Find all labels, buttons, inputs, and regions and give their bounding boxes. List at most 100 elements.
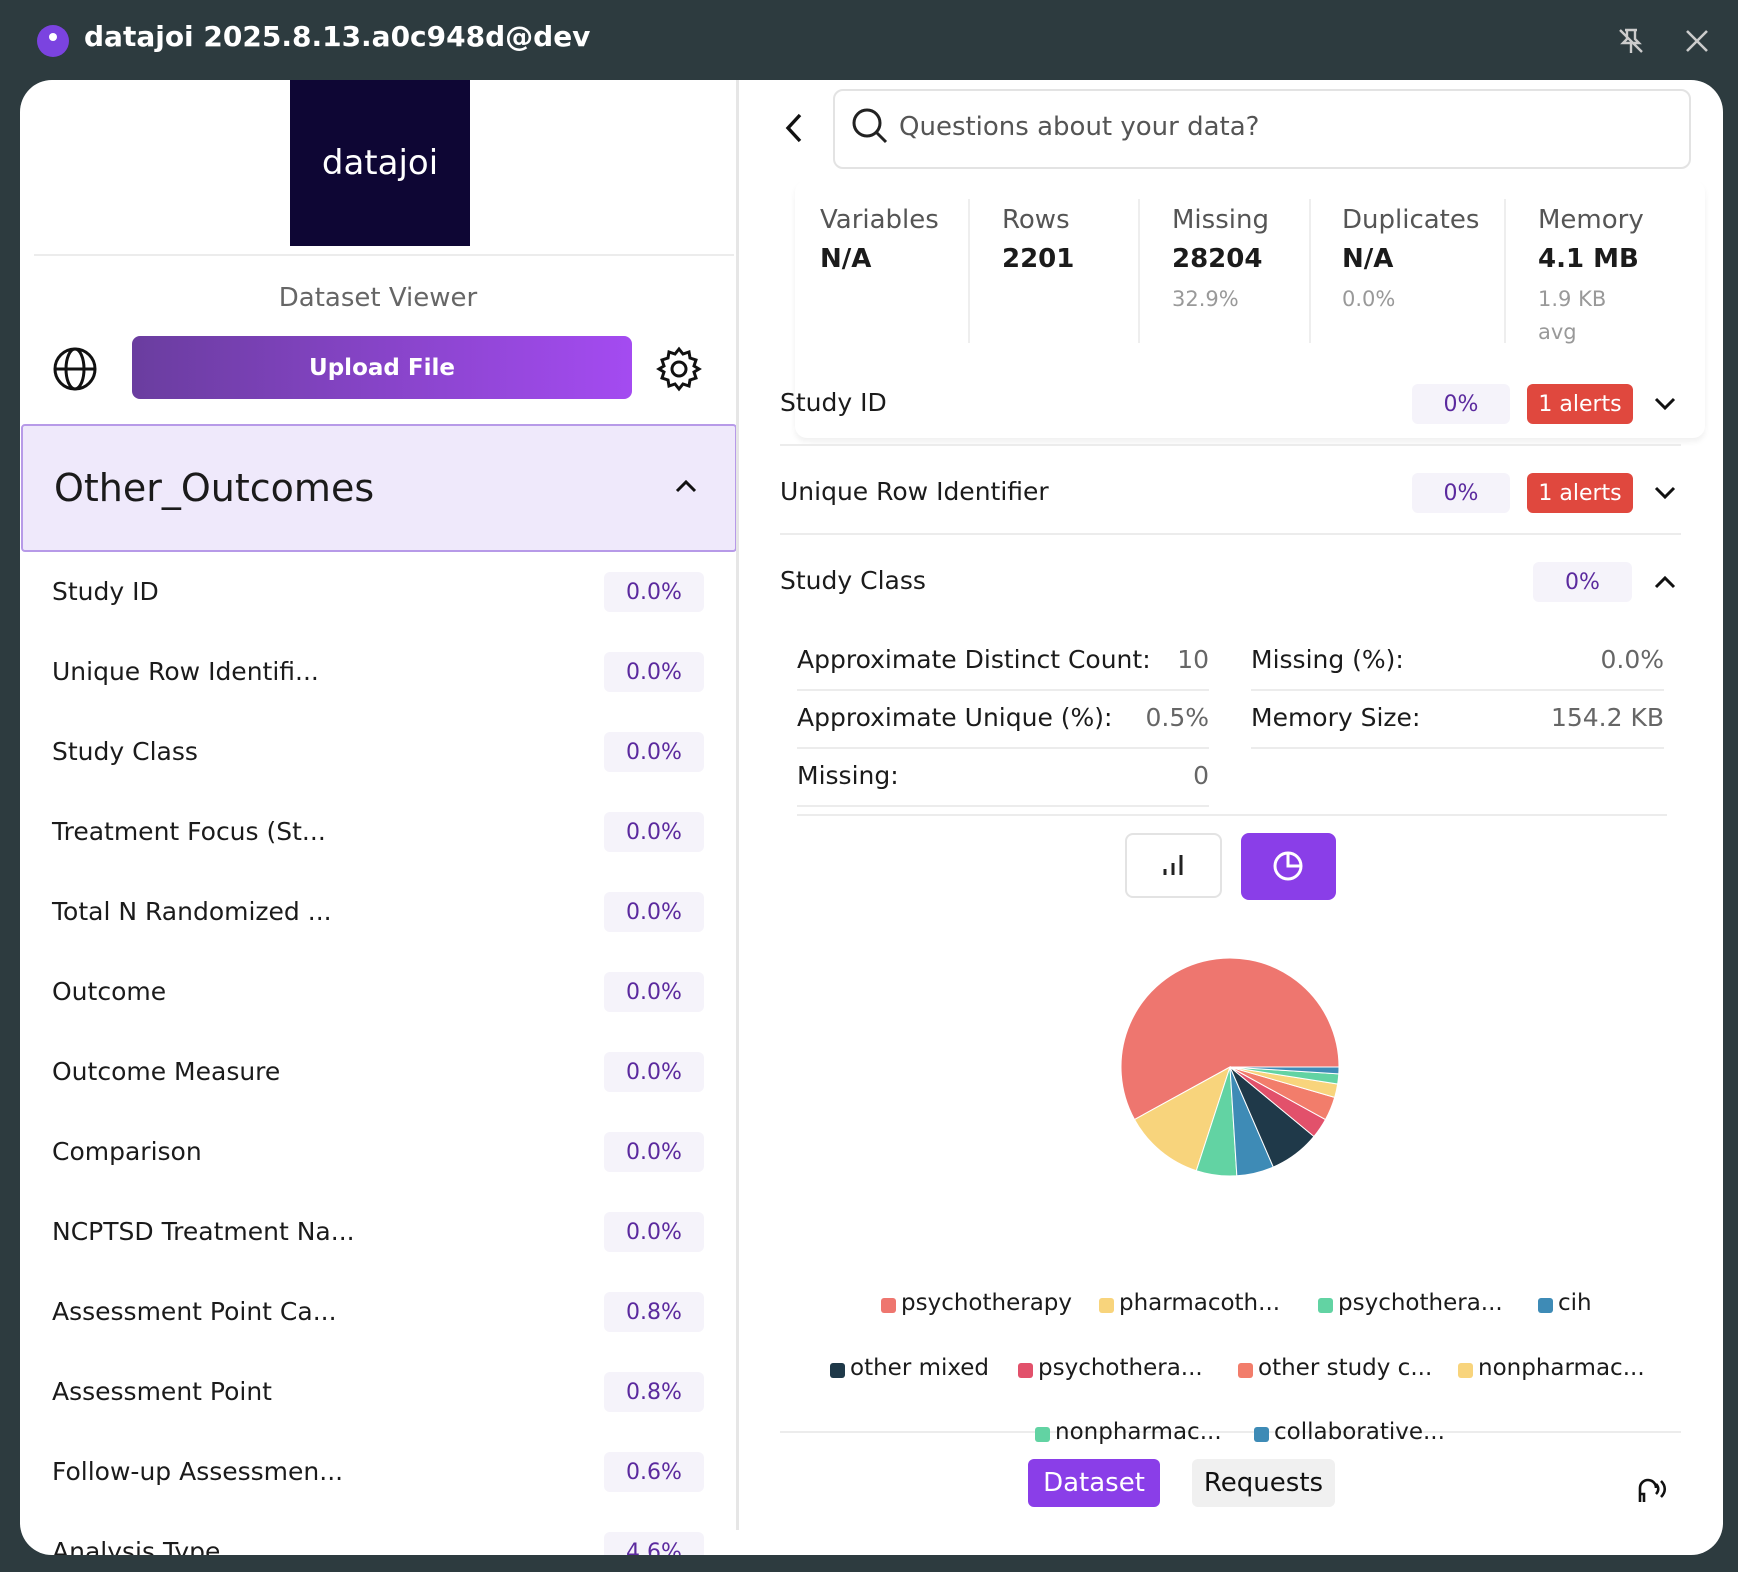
legend-label[interactable]: cih xyxy=(1558,1290,1592,1316)
column-name[interactable]: Treatment Focus (St... xyxy=(52,817,326,846)
legend-label[interactable]: pharmacoth... xyxy=(1119,1290,1281,1316)
detail-label: Approximate Distinct Count: xyxy=(797,645,1151,674)
legend-swatch xyxy=(1099,1298,1114,1313)
legend-label[interactable]: nonpharmac... xyxy=(1478,1355,1645,1381)
column-name[interactable]: Outcome Measure xyxy=(52,1057,281,1086)
separator xyxy=(780,1431,1681,1433)
expand-icon[interactable] xyxy=(1654,574,1676,590)
variable-name[interactable]: Unique Row Identifier xyxy=(780,477,1049,506)
stat-label: Variables xyxy=(820,205,939,235)
column-name[interactable]: Assessment Point Ca... xyxy=(52,1297,337,1326)
legend-label[interactable]: psychotherapy xyxy=(901,1290,1072,1316)
separator xyxy=(1251,689,1664,691)
group-header[interactable] xyxy=(21,424,736,552)
legend-swatch xyxy=(1035,1427,1050,1442)
column-name[interactable]: Analysis Type xyxy=(52,1537,221,1555)
column-name[interactable]: Total N Randomized ... xyxy=(52,897,332,926)
missing-badge: 0.0% xyxy=(604,572,704,612)
column-name[interactable]: NCPTSD Treatment Na... xyxy=(52,1217,355,1246)
window-title: datajoi 2025.8.13.a0c948d@dev xyxy=(84,20,591,53)
legend-swatch xyxy=(1238,1363,1253,1378)
legend-label[interactable]: other mixed xyxy=(850,1355,990,1381)
missing-badge: 0.0% xyxy=(604,1052,704,1092)
pie-chart-toggle[interactable] xyxy=(1241,833,1336,900)
detail-label: Memory Size: xyxy=(1251,703,1421,732)
bar-chart-toggle[interactable] xyxy=(1125,833,1222,898)
column-name[interactable]: Study Class xyxy=(52,737,198,766)
missing-badge: 0.0% xyxy=(604,812,704,852)
expand-icon[interactable] xyxy=(1654,396,1676,412)
legend-label[interactable]: other study c... xyxy=(1258,1355,1433,1381)
missing-badge: 0% xyxy=(1412,384,1510,424)
upload-button[interactable]: Upload File xyxy=(132,336,632,399)
detail-value: 0.0% xyxy=(1600,645,1664,674)
missing-badge: 0% xyxy=(1412,473,1510,513)
group-title: Other_Outcomes xyxy=(54,466,375,510)
legend-label[interactable]: psychothera... xyxy=(1038,1355,1203,1381)
separator xyxy=(797,814,1667,816)
legend-label[interactable]: nonpharmac... xyxy=(1055,1419,1222,1445)
missing-badge: 0.0% xyxy=(604,1212,704,1252)
sidebar: datajoi Dataset Viewer Upload File Other… xyxy=(20,80,736,1555)
column-name[interactable]: Assessment Point xyxy=(52,1377,272,1406)
column-name[interactable]: Study ID xyxy=(52,577,159,606)
sidebar-heading: Dataset Viewer xyxy=(278,283,478,313)
missing-badge: 0.0% xyxy=(604,972,704,1012)
stat-value: 2201 xyxy=(1002,244,1075,274)
variable-name[interactable]: Study ID xyxy=(780,388,887,417)
column-name[interactable]: Outcome xyxy=(52,977,167,1006)
legend-swatch xyxy=(1458,1363,1473,1378)
separator xyxy=(797,689,1209,691)
separator xyxy=(797,805,1209,807)
app-icon xyxy=(37,25,69,57)
voice-button[interactable] xyxy=(1632,1474,1668,1506)
tab[interactable]: Requests xyxy=(1192,1459,1335,1507)
expand-icon[interactable] xyxy=(1654,485,1676,501)
stat-value: 28204 xyxy=(1172,244,1263,274)
close-button[interactable] xyxy=(1684,28,1710,54)
detail-value: 0 xyxy=(1193,761,1209,790)
detail-label: Missing (%): xyxy=(1251,645,1404,674)
pie-slice[interactable] xyxy=(1229,1066,1340,1075)
settings-button[interactable] xyxy=(656,346,702,392)
tab[interactable]: Dataset xyxy=(1028,1459,1160,1507)
separator xyxy=(1251,747,1664,749)
missing-badge: 4.6% xyxy=(604,1532,704,1555)
variable-name[interactable]: Study Class xyxy=(780,566,926,595)
legend-swatch xyxy=(1254,1427,1269,1442)
collapse-icon xyxy=(675,479,697,493)
missing-badge: 0.0% xyxy=(604,1132,704,1172)
stat-label: Duplicates xyxy=(1342,205,1480,235)
legend-swatch xyxy=(830,1363,845,1378)
column-name[interactable]: Unique Row Identifi... xyxy=(52,657,319,686)
column-name[interactable]: Follow-up Assessmen... xyxy=(52,1457,344,1486)
search-box[interactable] xyxy=(833,89,1691,169)
legend-label[interactable]: collaborative... xyxy=(1274,1419,1445,1445)
back-button[interactable] xyxy=(782,112,806,144)
stat-divider xyxy=(968,199,970,343)
globe-button[interactable] xyxy=(52,346,98,392)
pie-slice[interactable] xyxy=(1120,957,1340,1121)
separator xyxy=(780,533,1681,535)
legend-swatch xyxy=(881,1298,896,1313)
stat-value: N/A xyxy=(1342,244,1394,274)
missing-badge: 0.0% xyxy=(604,732,704,772)
search-icon xyxy=(852,108,888,144)
pie-chart xyxy=(1120,957,1340,1177)
stat-label: Missing xyxy=(1172,205,1269,235)
column-name[interactable]: Comparison xyxy=(52,1137,202,1166)
logo: datajoi xyxy=(290,80,470,246)
stat-value: 4.1 MB xyxy=(1538,244,1639,274)
pin-button[interactable] xyxy=(1616,26,1646,56)
legend-swatch xyxy=(1538,1298,1553,1313)
stat-sub: 0.0% xyxy=(1342,287,1396,311)
legend-label[interactable]: psychothera... xyxy=(1338,1290,1503,1316)
legend-swatch xyxy=(1318,1298,1333,1313)
missing-badge: 0.0% xyxy=(604,652,704,692)
pie-slice[interactable] xyxy=(1133,1065,1231,1172)
stat-value: N/A xyxy=(820,244,872,274)
stat-divider xyxy=(1504,199,1506,343)
stat-divider xyxy=(1309,199,1311,343)
missing-badge: 0.6% xyxy=(604,1452,704,1492)
stat-sub: 1.9 KB avg xyxy=(1538,287,1607,344)
